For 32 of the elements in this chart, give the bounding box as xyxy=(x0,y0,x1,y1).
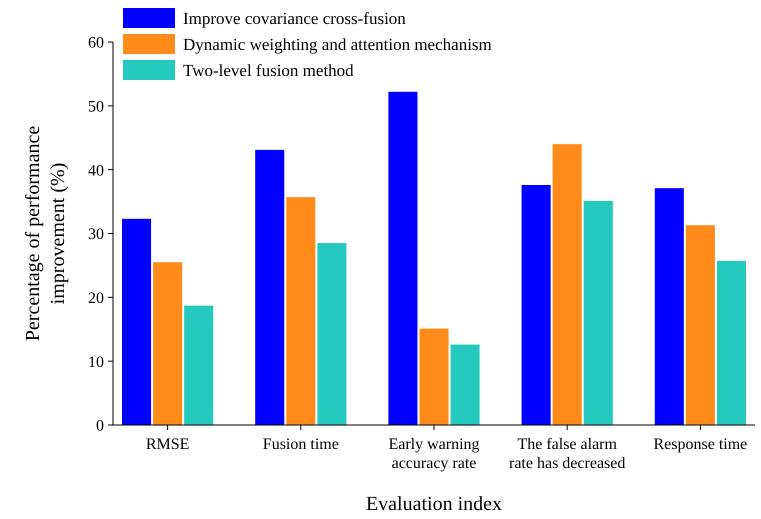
y-tick-label: 60 xyxy=(88,34,104,52)
x-tick-label: The false alarm rate has decreased xyxy=(509,436,626,472)
x-axis-title: Evaluation index xyxy=(366,493,502,515)
y-tick-label: 50 xyxy=(88,98,104,116)
x-tick-label: Response time xyxy=(654,436,748,453)
bar xyxy=(255,150,284,425)
bar xyxy=(286,197,316,425)
bar xyxy=(388,92,418,425)
legend-label: Improve covariance cross-fusion xyxy=(183,8,406,28)
legend-label: Two-level fusion method xyxy=(183,60,354,80)
bar xyxy=(122,218,152,425)
bar xyxy=(552,144,582,425)
bar xyxy=(153,262,182,425)
y-axis-title: Percentage of performance improvement (%) xyxy=(22,126,69,342)
bar xyxy=(419,328,449,425)
bar xyxy=(184,306,214,425)
y-tick-label: 10 xyxy=(88,354,104,371)
y-tick-label: 0 xyxy=(96,418,104,435)
x-tick-label: Fusion time xyxy=(262,436,339,453)
bar xyxy=(716,260,746,425)
legend-label: Dynamic weighting and attention mechanism xyxy=(183,34,492,54)
bar xyxy=(584,200,613,425)
bar xyxy=(522,184,551,425)
y-tick-label: 40 xyxy=(88,162,104,180)
bar xyxy=(317,243,346,425)
bar xyxy=(654,188,684,425)
bar xyxy=(450,344,480,425)
x-tick-label: Early warning accuracy rate xyxy=(388,436,480,472)
bar xyxy=(686,225,715,425)
y-tick-label: 20 xyxy=(88,290,104,307)
x-tick-label: RMSE xyxy=(146,436,190,453)
y-tick-label: 30 xyxy=(88,226,104,244)
